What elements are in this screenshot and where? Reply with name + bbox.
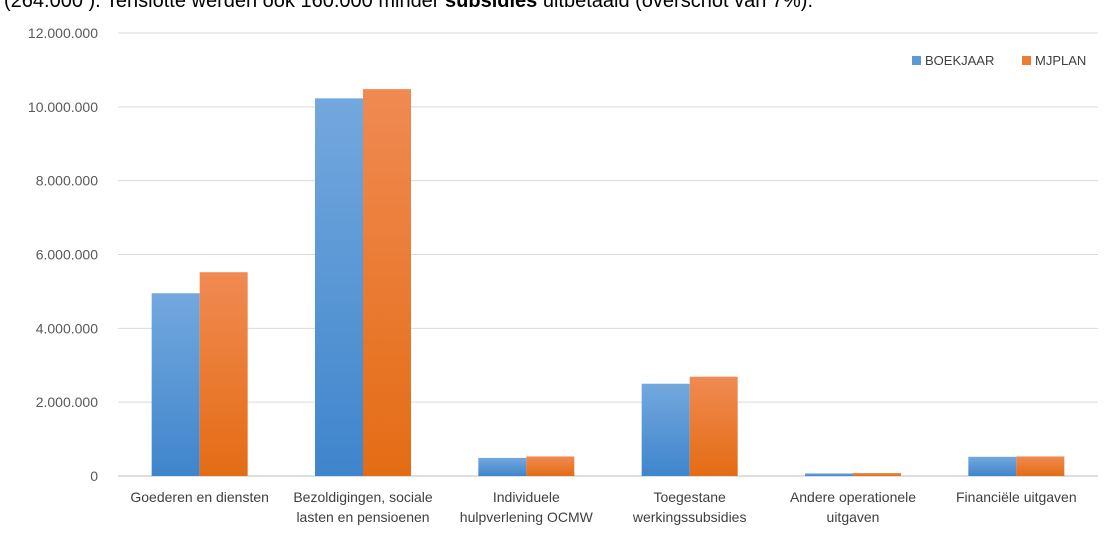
x-tick-label: Toegestane werkingssubsidies (632, 489, 747, 525)
legend-label-boekjaar: BOEKJAAR (925, 53, 994, 68)
x-tick-label: Individuele hulpverlening OCMW (460, 489, 594, 525)
y-tick-label: 8.000.000 (36, 173, 98, 189)
bars (151, 89, 1065, 476)
intro-text-prefix: (264.000 ). Tenslotte werden ook 160.000… (4, 0, 446, 12)
y-tick-label: 4.000.000 (36, 320, 98, 336)
y-tick-label: 0 (90, 468, 98, 484)
x-tick-label: Goederen en diensten (130, 489, 269, 505)
bar-mjplan-4 (853, 473, 901, 476)
legend-label-mjplan: MJPLAN (1035, 53, 1086, 68)
x-tick-label: Andere operationele uitgaven (790, 489, 916, 525)
y-tick-label: 12.000.000 (28, 25, 98, 41)
bar-mjplan-2 (526, 456, 575, 476)
bar-mjplan-0 (199, 272, 248, 476)
bar-boekjaar-4 (805, 473, 853, 476)
bar-mjplan-1 (363, 89, 411, 476)
bar-boekjaar-0 (151, 293, 200, 476)
bar-boekjaar-1 (315, 98, 363, 476)
intro-text-suffix: uitbetaald (overschot van 7%). (537, 0, 813, 12)
x-tick-label: Financiële uitgaven (956, 489, 1077, 505)
y-tick-label: 10.000.000 (28, 99, 98, 115)
x-axis-ticks: Goederen en diensten Bezoldigingen, socia… (130, 489, 1076, 525)
bar-mjplan-3 (689, 376, 738, 476)
legend-swatch-boekjaar (912, 56, 921, 65)
y-tick-label: 6.000.000 (36, 247, 98, 263)
bar-boekjaar-5 (968, 456, 1017, 476)
y-tick-label: 2.000.000 (36, 394, 98, 410)
intro-text-bold: subsidies (445, 0, 538, 12)
bar-boekjaar-2 (478, 457, 527, 476)
bar-mjplan-5 (1016, 456, 1065, 476)
bar-boekjaar-3 (641, 383, 690, 476)
intro-text-line: (264.000 ). Tenslotte werden ook 160.000… (4, 0, 1114, 13)
legend: BOEKJAAR MJPLAN (912, 53, 1086, 68)
gridlines (118, 32, 1098, 477)
x-tick-label: Bezoldigingen, sociale lasten en pensioen… (293, 489, 433, 525)
legend-swatch-mjplan (1022, 56, 1031, 65)
y-axis-ticks: 0 2.000.000 4.000.000 6.000.000 8.000.000 10.… (28, 25, 98, 484)
